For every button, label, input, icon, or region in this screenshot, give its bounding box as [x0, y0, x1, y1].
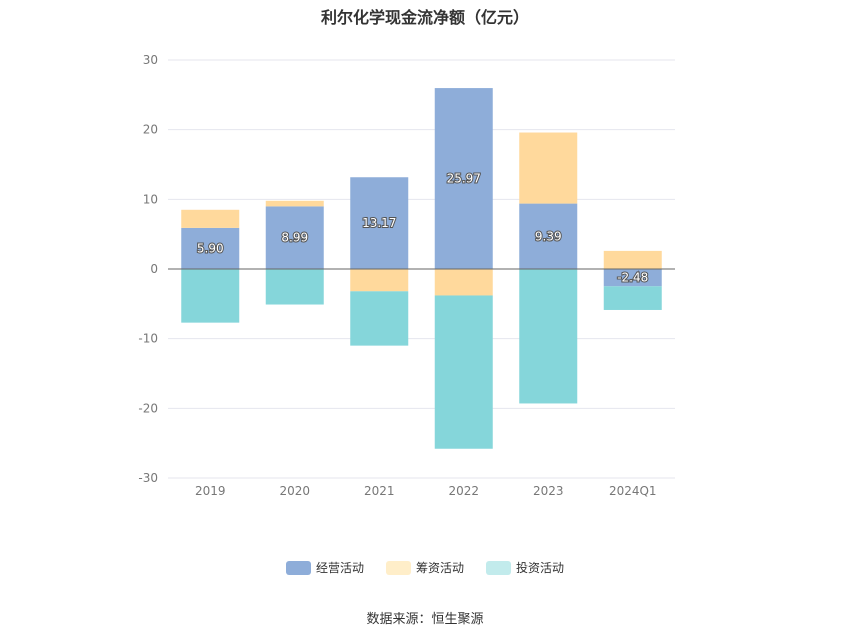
bar-investing-2023	[519, 269, 578, 404]
data-label-operating: 25.97	[447, 172, 481, 186]
y-tick-label: 10	[143, 192, 158, 206]
bar-financing-2019	[181, 209, 240, 228]
legend-item-financing[interactable]: 筹资活动	[385, 559, 464, 576]
data-label-operating: 9.39	[535, 229, 562, 243]
axes: 30 20 10 0 -10 -20 -30 2019 2020 2021 2022 2023 2024…	[138, 53, 675, 498]
x-tick-label: 2020	[279, 484, 310, 498]
grid-lines	[168, 59, 675, 479]
y-tick-label: -30	[138, 471, 158, 485]
bar-financing-2023	[519, 132, 578, 204]
bar-financing-2020	[265, 200, 324, 207]
legend-swatch-financing	[385, 560, 411, 575]
legend-swatch-investing	[486, 560, 511, 575]
x-tick-label: 2021	[364, 484, 395, 498]
data-source-note: 数据来源：恒生聚源	[366, 612, 484, 627]
y-tick-label: 30	[143, 53, 158, 67]
bar-financing-2022	[434, 269, 493, 296]
data-labels: 5.90 8.99 13.17 25.97 9.39 -2.48	[196, 171, 649, 286]
bar-financing-2021	[350, 269, 409, 292]
data-label-operating: 5.90	[197, 241, 224, 255]
x-tick-label: 2023	[533, 484, 564, 498]
y-tick-label: 20	[143, 123, 158, 137]
bar-financing-2024Q1	[603, 250, 662, 269]
bar-investing-2020	[265, 269, 324, 305]
bar-investing-2019	[181, 269, 240, 323]
bar-operating-2023	[519, 203, 578, 269]
bars	[181, 88, 662, 449]
bar-operating-2022	[434, 88, 493, 269]
x-tick-label: 2019	[195, 484, 226, 498]
data-label-operating: -2.48	[617, 271, 648, 285]
y-tick-label: -10	[138, 332, 158, 346]
bar-operating-2024Q1	[603, 269, 662, 287]
y-tick-label: -20	[138, 401, 158, 415]
legend-item-operating[interactable]: 经营活动	[285, 559, 364, 576]
bar-operating-2019	[181, 227, 240, 269]
legend-item-investing[interactable]: 投资活动	[486, 559, 564, 576]
legend-label-financing: 筹资活动	[415, 561, 464, 575]
bar-investing-2021	[350, 291, 409, 346]
bar-investing-2024Q1	[603, 286, 662, 310]
chart-title: 利尔化学现金流净额（亿元）	[320, 8, 529, 27]
bar-investing-2022	[434, 295, 493, 449]
legend-label-operating: 经营活动	[315, 561, 364, 575]
bar-operating-2020	[265, 206, 324, 269]
y-tick-label: 0	[150, 262, 158, 276]
legend: 经营活动 筹资活动 投资活动	[0, 559, 850, 576]
x-tick-label: 2024Q1	[609, 484, 657, 498]
legend-swatch-operating	[285, 560, 311, 575]
data-label-operating: 13.17	[362, 216, 396, 230]
x-tick-label: 2022	[448, 484, 479, 498]
legend-label-investing: 投资活动	[516, 561, 565, 575]
data-label-operating: 8.99	[281, 231, 308, 245]
bar-operating-2021	[350, 177, 409, 269]
